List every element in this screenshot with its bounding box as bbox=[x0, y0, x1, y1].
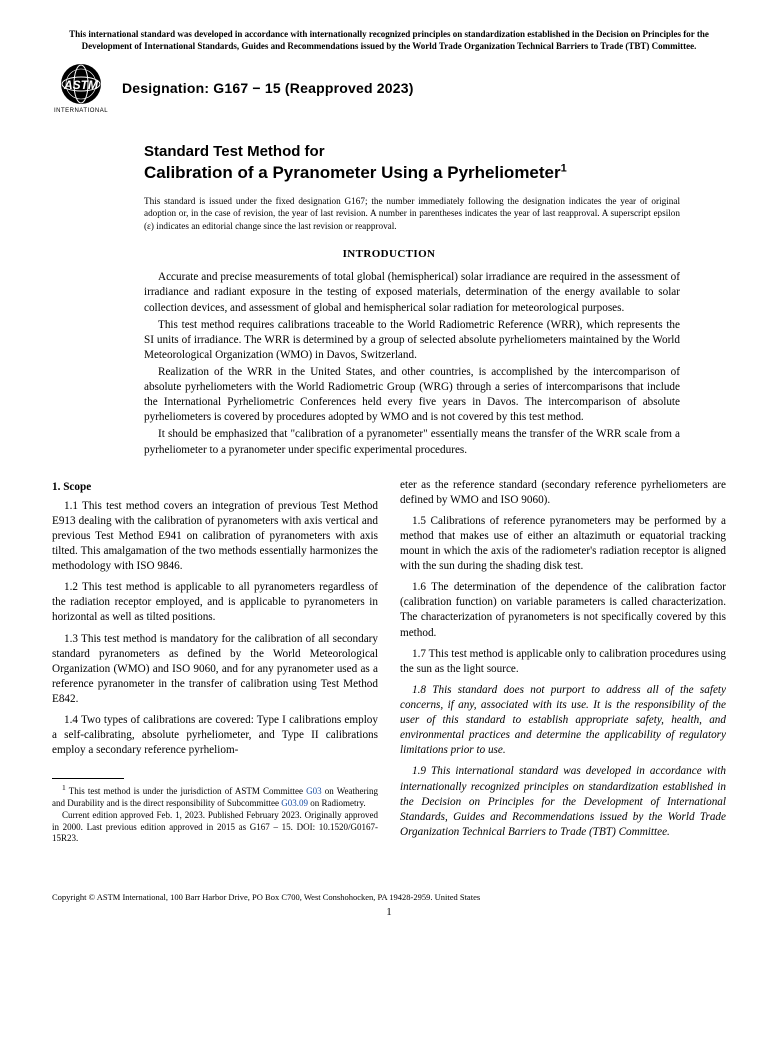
intro-para: This test method requires calibrations t… bbox=[144, 318, 680, 363]
introduction-body: Accurate and precise measurements of tot… bbox=[144, 270, 680, 457]
svg-text:ASTM: ASTM bbox=[63, 78, 99, 92]
scope-para: 1.7 This test method is applicable only … bbox=[400, 647, 726, 677]
page-number: 1 bbox=[52, 906, 726, 918]
svg-text:INTERNATIONAL: INTERNATIONAL bbox=[54, 108, 108, 114]
intro-heading: INTRODUCTION bbox=[52, 248, 726, 260]
footnote-1b: Current edition approved Feb. 1, 2023. P… bbox=[52, 810, 378, 845]
title-main: Calibration of a Pyranometer Using a Pyr… bbox=[144, 162, 726, 183]
subcommittee-link[interactable]: G03.09 bbox=[281, 798, 308, 808]
designation: Designation: G167 − 15 (Reapproved 2023) bbox=[122, 80, 414, 96]
scope-para-italic: 1.8 This standard does not purport to ad… bbox=[400, 683, 726, 759]
astm-logo: ASTM INTERNATIONAL bbox=[52, 62, 110, 114]
copyright-line: Copyright © ASTM International, 100 Barr… bbox=[52, 892, 726, 902]
scope-para: 1.5 Calibrations of reference pyranomete… bbox=[400, 514, 726, 574]
title-footref: 1 bbox=[561, 162, 567, 174]
scope-para: 1.3 This test method is mandatory for th… bbox=[52, 632, 378, 708]
scope-para: 1.1 This test method covers an integrati… bbox=[52, 499, 378, 575]
footnote-1: 1 This test method is under the jurisdic… bbox=[52, 783, 378, 809]
right-column: eter as the reference standard (secondar… bbox=[400, 478, 726, 846]
intro-para: Accurate and precise measurements of tot… bbox=[144, 270, 680, 315]
top-disclaimer: This international standard was develope… bbox=[52, 28, 726, 52]
scope-para: 1.2 This test method is applicable to al… bbox=[52, 580, 378, 625]
title-main-text: Calibration of a Pyranometer Using a Pyr… bbox=[144, 163, 561, 182]
document-page: This international standard was develope… bbox=[0, 0, 778, 938]
left-column: 1. Scope 1.1 This test method covers an … bbox=[52, 478, 378, 846]
scope-para: 1.4 Two types of calibrations are covere… bbox=[52, 713, 378, 758]
scope-para-cont: eter as the reference standard (secondar… bbox=[400, 478, 726, 508]
body-columns: 1. Scope 1.1 This test method covers an … bbox=[52, 478, 726, 846]
scope-para-italic: 1.9 This international standard was deve… bbox=[400, 764, 726, 840]
header-row: ASTM INTERNATIONAL Designation: G167 − 1… bbox=[52, 62, 726, 114]
scope-para: 1.6 The determination of the dependence … bbox=[400, 580, 726, 640]
footnote-text: This test method is under the jurisdicti… bbox=[66, 786, 306, 796]
footnote-text: on Radiometry. bbox=[308, 798, 366, 808]
title-lead: Standard Test Method for bbox=[144, 142, 726, 162]
issuance-note: This standard is issued under the fixed … bbox=[144, 195, 680, 232]
committee-link[interactable]: G03 bbox=[306, 786, 322, 796]
intro-para: It should be emphasized that "calibratio… bbox=[144, 427, 680, 457]
scope-heading: 1. Scope bbox=[52, 480, 378, 495]
intro-para: Realization of the WRR in the United Sta… bbox=[144, 365, 680, 425]
footnote-rule bbox=[52, 778, 124, 779]
title-block: Standard Test Method for Calibration of … bbox=[144, 142, 726, 183]
